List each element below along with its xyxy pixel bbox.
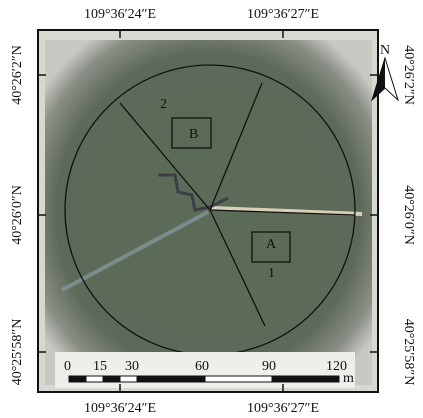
plot-label: A [266,237,277,252]
coord-label: 40°26′2″N [10,45,25,105]
coord-label: 40°26′0″N [401,185,416,245]
scale-label: 15 [93,359,107,374]
scale-bar [69,376,339,382]
north-label: N [380,43,390,58]
coord-label: 109°36′27″E [247,401,319,416]
scale-label: 60 [195,359,209,374]
coord-label: 40°25′58″N [401,319,416,386]
coord-label: 40°26′0″N [10,185,25,245]
coord-label: 40°26′2″N [401,45,416,105]
scale-label: 30 [125,359,139,374]
sector-label: 2 [160,97,167,112]
plot-label: B [189,127,198,142]
coord-label: 109°36′24″E [84,7,156,22]
coord-label: 109°36′24″E [84,401,156,416]
coord-label: 109°36′27″E [247,7,319,22]
sector-label: 1 [268,266,275,281]
scale-unit: m [343,371,354,386]
scale-label: 0 [64,359,71,374]
coord-label: 40°25′58″N [10,319,25,386]
scale-label: 90 [262,359,276,374]
map: A B 1 2 N 0 15 30 60 90 120 m 109°36′24″… [0,0,423,418]
